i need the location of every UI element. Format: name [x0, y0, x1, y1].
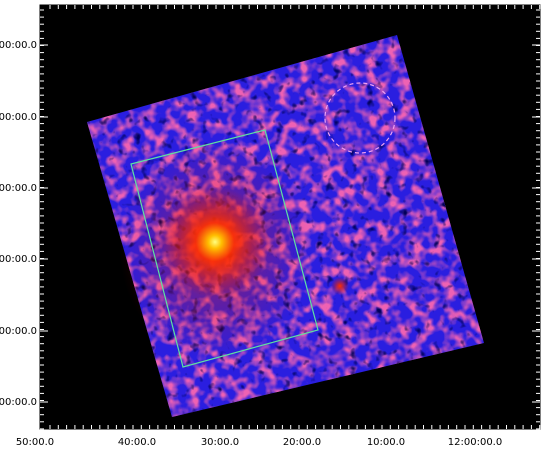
- y-tick-label: 12:00:00.0: [0, 254, 37, 265]
- bright-source: [160, 187, 270, 297]
- x-tick-label: 20:00.0: [283, 437, 321, 448]
- x-tick-label: 50:00.0: [16, 437, 54, 448]
- x-tick-label: 12:00:00.0: [448, 437, 502, 448]
- y-tick-label: 18:00:00.0: [0, 40, 37, 51]
- x-tick-label: 30:00.0: [201, 437, 239, 448]
- background-region: [324, 82, 396, 154]
- point-source: [331, 277, 349, 295]
- region-box: [130, 129, 319, 368]
- x-tick-label: 10:00.0: [367, 437, 405, 448]
- y-tick-label: 14:00:00.0: [0, 183, 37, 194]
- axes: 18:00:00.0 16:00:00.0 14:00:00.0 12:00:00.0…: [0, 5, 541, 448]
- x-tick-label: 40:00.0: [118, 437, 156, 448]
- y-tick-label: 8:00:00.0: [0, 397, 37, 408]
- y-tick-label: 16:00:00.0: [0, 112, 37, 123]
- y-tick-label: 10:00:00.0: [0, 326, 37, 337]
- exposure-field: [87, 35, 484, 417]
